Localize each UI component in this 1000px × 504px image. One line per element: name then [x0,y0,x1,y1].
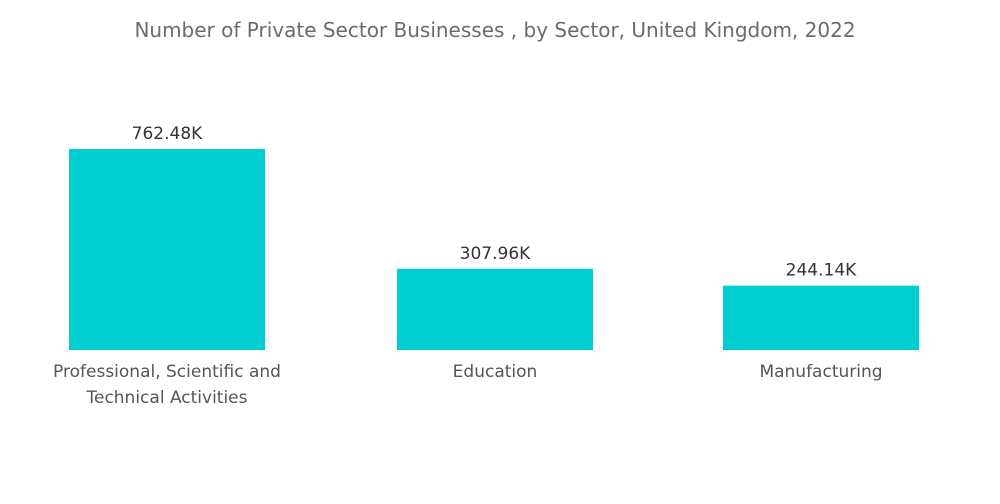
bar-2 [723,285,919,350]
bar-value-label-0: 762.48K [132,124,203,144]
bar-value-label-1: 307.96K [460,244,531,264]
chart-title: Number of Private Sector Businesses , by… [134,18,856,42]
category-label-1: Education [453,362,538,382]
bar-value-label-2: 244.14K [786,261,857,281]
category-label-2: Manufacturing [759,362,882,382]
bar-0 [69,149,265,350]
category-label-0: Professional, Scientific and Technical Ac… [53,362,281,408]
bar-1 [397,268,593,350]
